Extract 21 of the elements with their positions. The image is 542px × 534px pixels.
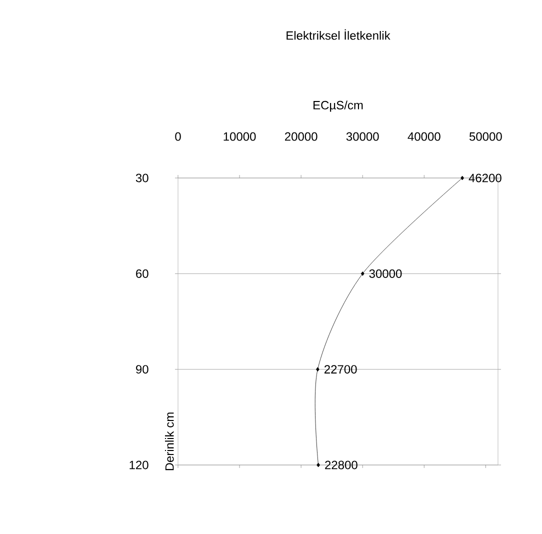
data-label: 30000 [369, 269, 402, 278]
data-label: 22800 [325, 460, 358, 470]
x-tick-label: 20000 [284, 132, 318, 141]
y-tick-label: 90 [136, 365, 148, 374]
y-tick-label: 30 [136, 174, 148, 182]
y-axis-title: Derinlik cm [164, 412, 174, 470]
point [360, 271, 364, 276]
x-tick-label: 10000 [224, 132, 256, 141]
data-label: 22700 [324, 365, 357, 374]
x-tick-label: 0 [175, 132, 181, 141]
point [316, 367, 320, 372]
y-tick-label: 60 [136, 269, 148, 278]
x-tick-label: 30000 [346, 132, 379, 141]
x-axis-title: ECµS/cm [314, 100, 363, 112]
data-label: 46200 [468, 174, 502, 182]
chart-title: Elektriksel İletkenlik [286, 29, 390, 40]
x-tick-label: 50000 [469, 132, 502, 141]
y-tick-label: 120 [130, 460, 148, 470]
point [460, 176, 464, 180]
point [316, 462, 320, 468]
x-tick-label: 40000 [408, 132, 440, 141]
